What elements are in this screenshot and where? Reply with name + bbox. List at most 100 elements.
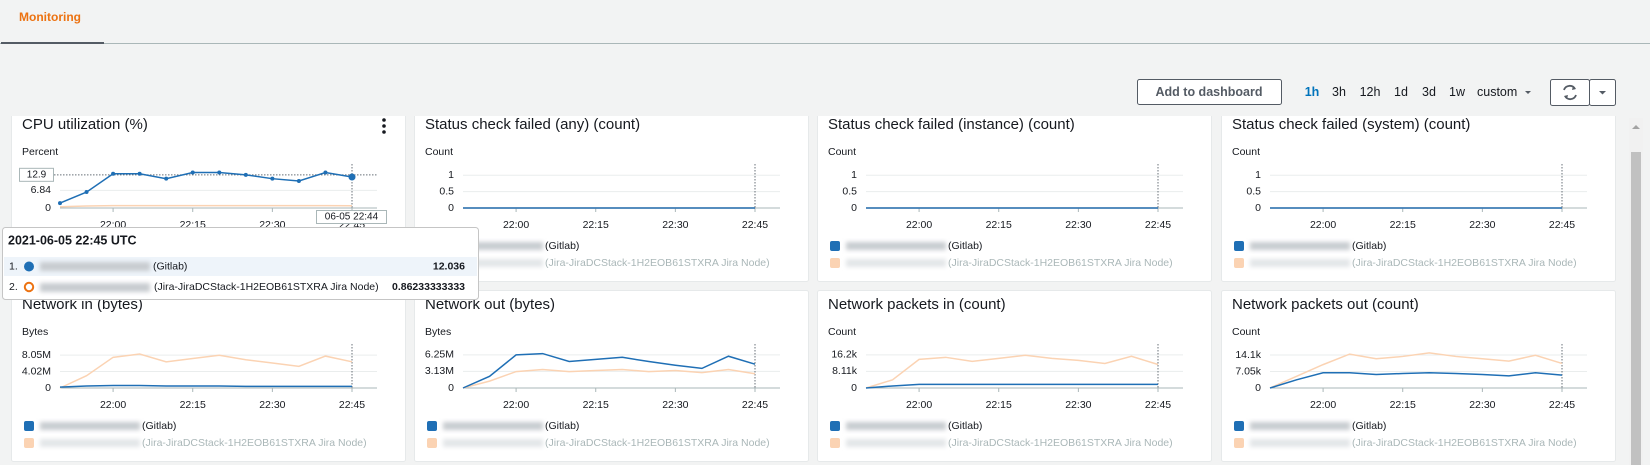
legend-swatch[interactable]	[1234, 258, 1244, 268]
x-tick-label: 22:15	[583, 219, 609, 231]
legend-label[interactable]: (Gitlab)	[1352, 420, 1386, 432]
widget-title: Network in (bytes)	[22, 296, 143, 313]
legend-swatch[interactable]	[1234, 241, 1244, 251]
range-custom[interactable]: custom	[1477, 85, 1517, 99]
y-tick-label: 1	[448, 169, 454, 181]
y-tick-label: 0	[448, 382, 454, 394]
legend-swatch[interactable]	[830, 241, 840, 251]
y-tick-label: 0.5	[1246, 185, 1261, 197]
point-marker	[243, 172, 248, 177]
tooltip-time: 2021-06-05 22:45 UTC	[8, 233, 137, 247]
y-tick-label: 0	[851, 202, 857, 214]
x-tick-label: 22:30	[1469, 399, 1495, 411]
y-tick-label: 0.5	[842, 185, 857, 197]
blurred-name	[40, 422, 140, 430]
point-marker	[164, 176, 169, 181]
legend-label[interactable]: (Jira-JiraDCStack-1H2EOB61STXRA Jira Nod…	[948, 437, 1173, 449]
x-tick-label: 22:45	[742, 399, 768, 411]
header: Monitoring Add to dashboard 1h 3h 12h 1d 3d 1…	[0, 0, 1650, 116]
y-tick-label: 1	[851, 169, 857, 181]
legend-swatch[interactable]	[427, 438, 437, 448]
y-tick-label: 4.02M	[22, 365, 51, 377]
legend-label[interactable]: (Gitlab)	[545, 420, 579, 432]
series-line	[865, 354, 1159, 389]
legend-label[interactable]: (Gitlab)	[948, 420, 982, 432]
metric-widget: Status check failed (any) (count) Count 0 0…	[414, 110, 809, 282]
tooltip-name: (Gitlab)	[153, 260, 187, 272]
x-tick-label: 22:00	[906, 219, 932, 231]
x-tick-label: 22:45	[1145, 399, 1171, 411]
time-ranges: 1h 3h 12h 1d 3d 1w	[1305, 85, 1466, 99]
legend-label[interactable]: (Jira-JiraDCStack-1H2EOB61STXRA Jira Nod…	[545, 437, 770, 449]
point-marker	[323, 170, 328, 175]
range-option[interactable]: 3d	[1422, 85, 1436, 99]
x-tick-label: 22:30	[259, 399, 285, 411]
x-tick-label: 22:00	[503, 399, 529, 411]
scroll-up[interactable]	[1632, 125, 1640, 129]
legend-label[interactable]: (Gitlab)	[545, 240, 579, 252]
add-dashboard-button[interactable]	[1137, 79, 1282, 105]
range-option[interactable]: 1d	[1394, 85, 1408, 99]
x-tick-label: 22:45	[1549, 219, 1575, 231]
blurred-name	[40, 439, 140, 447]
header-background	[0, 0, 1650, 116]
widget-grid: CPU utilization (%) Percent 0 6.84 22:00 22:1…	[11, 110, 1616, 462]
series-line	[462, 368, 756, 389]
tooltip-row-highlight	[4, 257, 477, 276]
y-tick-label: 6.84	[31, 184, 52, 196]
y-axis-label: Count	[1232, 146, 1260, 158]
legend-label[interactable]: (Jira-JiraDCStack-1H2EOB61STXRA Jira Nod…	[545, 257, 770, 269]
widget-menu[interactable]	[382, 118, 386, 134]
point-marker	[190, 170, 195, 175]
series-line	[1269, 372, 1563, 389]
x-tick-label: 22:15	[180, 399, 206, 411]
scroll-thumb[interactable]	[1631, 152, 1641, 465]
tooltip-value: 0.86233333333	[392, 281, 465, 293]
legend-label[interactable]: (Jira-JiraDCStack-1H2EOB61STXRA Jira Nod…	[1352, 437, 1577, 449]
blurred-name	[846, 242, 946, 250]
widget-card	[414, 290, 809, 462]
y-axis-label: Count	[1232, 326, 1260, 338]
legend-label[interactable]: (Jira-JiraDCStack-1H2EOB61STXRA Jira Nod…	[948, 257, 1173, 269]
legend-swatch[interactable]	[24, 421, 34, 431]
legend-label[interactable]: (Jira-JiraDCStack-1H2EOB61STXRA Jira Nod…	[142, 437, 367, 449]
metric-widget: Status check failed (instance) (count) Co…	[817, 110, 1212, 282]
series-line	[59, 204, 353, 208]
x-tick-label: 22:30	[1469, 219, 1495, 231]
legend-swatch[interactable]	[427, 421, 437, 431]
range-option[interactable]: 3h	[1332, 85, 1346, 99]
legend-label[interactable]: (Gitlab)	[1352, 240, 1386, 252]
x-tick-label: 22:00	[906, 399, 932, 411]
tooltip-value: 12.036	[433, 260, 465, 272]
y-axis-label: Count	[828, 326, 856, 338]
range-option[interactable]: 1w	[1449, 85, 1466, 99]
legend-label[interactable]: (Gitlab)	[142, 420, 176, 432]
legend-label[interactable]: (Gitlab)	[948, 240, 982, 252]
tab-monitoring[interactable]: Monitoring	[19, 10, 81, 24]
tooltip-index: 2.	[9, 281, 18, 293]
legend-swatch[interactable]	[830, 438, 840, 448]
widget-title: Network out (bytes)	[425, 296, 555, 313]
widget-card	[1221, 290, 1616, 462]
legend-swatch[interactable]	[830, 258, 840, 268]
range-option[interactable]: 12h	[1360, 85, 1381, 99]
y-tick-label: 0	[448, 202, 454, 214]
x-tick-label: 22:45	[1145, 219, 1171, 231]
legend-label[interactable]: (Jira-JiraDCStack-1H2EOB61STXRA Jira Nod…	[1352, 257, 1577, 269]
legend-swatch[interactable]	[830, 421, 840, 431]
series-line	[462, 352, 756, 389]
widget-title: Status check failed (instance) (count)	[828, 116, 1075, 133]
widget-title: Status check failed (system) (count)	[1232, 116, 1470, 133]
point-marker	[58, 201, 62, 206]
range-option[interactable]: 1h	[1305, 85, 1320, 99]
x-tick-label: 22:15	[1390, 399, 1416, 411]
legend-swatch[interactable]	[1234, 438, 1244, 448]
point-marker	[84, 190, 89, 195]
refresh-button[interactable]	[1550, 79, 1590, 106]
y-tick-label: 0	[45, 382, 51, 394]
legend-swatch[interactable]	[1234, 421, 1244, 431]
blurred-name	[846, 259, 946, 267]
x-tick-label: 22:45	[1549, 399, 1575, 411]
legend-swatch[interactable]	[24, 438, 34, 448]
